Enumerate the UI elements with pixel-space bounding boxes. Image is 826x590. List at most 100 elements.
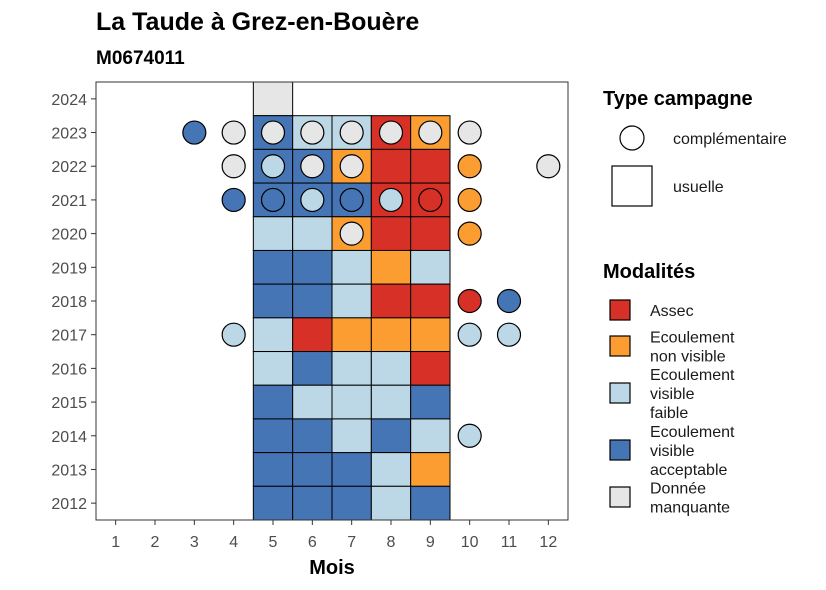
cell-2012-5 (252, 485, 294, 521)
legend-label-line: visible (650, 386, 695, 403)
x-tick-label-9: 9 (426, 534, 435, 551)
y-tick-label-2020: 2020 (51, 227, 87, 244)
point-2014-10 (457, 423, 482, 448)
legend-label-line: Assec (650, 303, 694, 320)
cell-2017-6 (292, 317, 333, 353)
cell-2014-6 (292, 418, 333, 454)
x-axis: 1 2 3 4 5 6 7 8 9 10 11 12 (111, 520, 557, 551)
legend-label-line: visible (650, 443, 695, 460)
cell-2012-6 (292, 485, 333, 521)
cell-2016-8 (370, 351, 412, 386)
chart-subtitle: M0674011 (96, 48, 185, 69)
point-2021-9 (418, 187, 443, 213)
cell-2012-9 (410, 485, 451, 521)
cell-2019-8 (370, 249, 412, 285)
legend-swatch-donn-e-manquante (609, 486, 631, 508)
y-tick-label-2019: 2019 (51, 260, 87, 277)
legend-label-line: faible (650, 405, 688, 422)
cell-2014-5 (252, 418, 294, 454)
point-2022-6 (300, 154, 325, 179)
cell-2020-6 (292, 216, 333, 251)
point-2023-9 (418, 120, 443, 145)
cell-2012-8 (370, 485, 412, 521)
legend-label-line: Ecoulement (650, 330, 735, 347)
y-tick-label-2013: 2013 (51, 462, 87, 479)
y-tick-label-2018: 2018 (51, 294, 87, 311)
point-2022-10 (457, 154, 482, 179)
cell-2018-5 (252, 283, 294, 319)
point-2017-10 (457, 322, 482, 347)
cell-2024-5 (252, 81, 294, 117)
point-2022-5 (260, 154, 286, 179)
point-2021-6 (300, 187, 325, 213)
cell-2019-7 (331, 249, 372, 285)
cell-2020-8 (370, 216, 412, 251)
legend-swatch-ecoulement-visible-faible (609, 382, 631, 404)
chart-title: La Taude à Grez-en-Bouère (96, 8, 419, 36)
legend-label-donn-e-manquante: Donnée manquante (650, 481, 730, 517)
cell-2016-5 (252, 351, 294, 386)
cell-2019-9 (410, 249, 451, 285)
y-tick-label-2015: 2015 (51, 395, 87, 412)
cell-2022-9 (410, 148, 451, 184)
legend-label-complementaire: complémentaire (673, 131, 787, 148)
cell-2019-5 (252, 249, 294, 285)
y-tick-label-2012: 2012 (51, 496, 87, 513)
point-2021-8 (378, 187, 404, 213)
cell-2022-8 (370, 148, 412, 184)
y-tick-label-2021: 2021 (51, 193, 87, 210)
cell-2012-7 (331, 485, 372, 521)
cell-2016-7 (331, 351, 372, 386)
point-2018-10 (457, 288, 482, 314)
cell-2016-6 (292, 351, 333, 386)
cell-2017-5 (252, 317, 294, 353)
legend-type-campagne: Type campagne complémentaire usuelle (603, 88, 787, 207)
point-2023-4 (221, 120, 246, 145)
cell-2013-8 (370, 452, 412, 487)
y-tick-label-2024: 2024 (51, 92, 87, 109)
cell-2013-7 (331, 452, 372, 487)
legend-label-line: Ecoulement (650, 367, 735, 384)
legend-label-assec: Assec (650, 303, 694, 320)
x-tick-label-3: 3 (190, 534, 199, 551)
legend-swatch-ecoulement-visible-acceptable (609, 439, 631, 461)
legend-label-line: non visible (650, 349, 726, 366)
cell-2015-8 (370, 384, 412, 420)
cell-2016-9 (410, 351, 451, 386)
x-tick-label-2: 2 (151, 534, 160, 551)
cell-2018-6 (292, 283, 333, 319)
legend-label-usuelle: usuelle (673, 179, 724, 196)
cell-2015-7 (331, 384, 372, 420)
cell-2017-7 (331, 317, 372, 353)
point-2021-10 (457, 187, 482, 213)
point-2023-6 (300, 120, 325, 145)
x-tick-label-5: 5 (269, 534, 278, 551)
y-tick-label-2014: 2014 (51, 429, 87, 446)
usuelle-cells (252, 81, 451, 521)
x-tick-label-8: 8 (387, 534, 396, 551)
cell-2013-5 (252, 452, 294, 487)
point-2022-7 (339, 154, 364, 179)
cell-2014-8 (370, 418, 412, 454)
legend-key-usuelle (611, 165, 653, 207)
point-2021-5 (260, 187, 286, 213)
legend-swatch-ecoulement-non-visible (609, 335, 631, 357)
point-2020-7 (339, 221, 364, 246)
cell-2020-9 (410, 216, 451, 251)
legend-label-line: Donnée (650, 481, 706, 498)
x-tick-label-6: 6 (308, 534, 317, 551)
legend-label-ecoulement-non-visible: Ecoulement non visible (650, 330, 735, 366)
cell-2017-8 (370, 317, 412, 353)
cell-2017-9 (410, 317, 451, 353)
cell-2014-7 (331, 418, 372, 454)
y-tick-label-2017: 2017 (51, 328, 87, 345)
x-tick-label-11: 11 (501, 534, 518, 551)
legend-label-line: manquante (650, 500, 730, 517)
legend-label-line: acceptable (650, 462, 727, 479)
legend-modalites-title: Modalités (603, 261, 695, 283)
point-2018-11 (496, 288, 522, 314)
point-2020-10 (457, 221, 482, 246)
